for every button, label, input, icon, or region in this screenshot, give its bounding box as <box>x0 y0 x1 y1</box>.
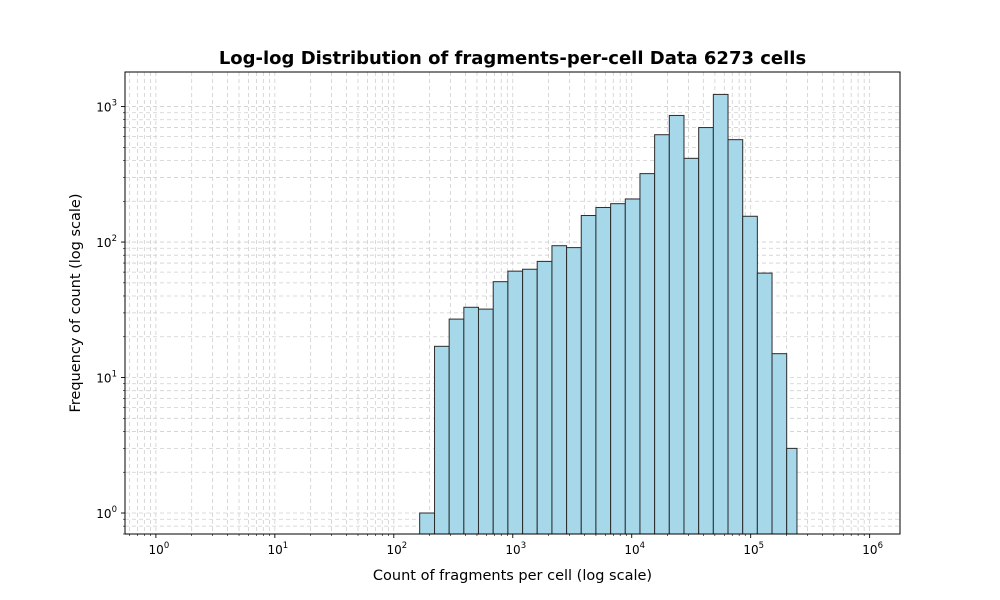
histogram-bar <box>580 215 597 535</box>
histogram-bar <box>551 245 568 535</box>
histogram-bar <box>477 308 494 535</box>
histogram-bar <box>448 318 465 535</box>
histogram-bar <box>434 345 450 535</box>
histogram-bar <box>742 215 758 535</box>
histogram-bar <box>786 447 798 535</box>
histogram-bar <box>654 134 670 535</box>
histogram-bar <box>698 127 714 535</box>
x-tick-label: 104 <box>624 541 645 557</box>
x-tick-label: 106 <box>862 541 883 557</box>
histogram-bar <box>771 353 788 535</box>
x-tick-label: 101 <box>267 541 288 557</box>
histogram-bar <box>639 173 656 535</box>
x-tick-label: 100 <box>149 541 170 557</box>
histogram-bar <box>419 512 436 535</box>
x-axis-label: Count of fragments per cell (log scale) <box>373 568 652 584</box>
y-axis-label: Frequency of count (log scale) <box>68 193 84 412</box>
y-tick-label: 100 <box>96 505 117 521</box>
histogram-bar <box>610 203 626 535</box>
histogram-bar <box>595 206 612 535</box>
histogram-bar <box>463 306 479 535</box>
y-tick-label: 103 <box>96 99 117 115</box>
x-tick-label: 103 <box>505 541 526 557</box>
axis-ticks: 100 101 102 103 104 105 106 100 101 102 103 <box>96 99 883 557</box>
histogram-bar <box>507 270 524 535</box>
histogram-bar <box>624 198 641 535</box>
histogram-bar <box>727 139 744 535</box>
chart-title: Log-log Distribution of fragments-per-ce… <box>219 48 806 69</box>
histogram-bar <box>712 93 729 535</box>
histogram-bar <box>756 272 773 535</box>
histogram-bar <box>668 114 685 535</box>
y-tick-label: 101 <box>96 370 117 386</box>
x-tick-label: 105 <box>743 541 764 557</box>
x-tick-label: 102 <box>386 541 407 557</box>
y-tick-label: 102 <box>96 234 117 250</box>
histogram-bar <box>683 157 700 535</box>
histogram-bar <box>566 247 582 535</box>
histogram-bar <box>522 268 538 535</box>
histogram-bar <box>492 281 509 535</box>
histogram-bar <box>536 260 553 535</box>
